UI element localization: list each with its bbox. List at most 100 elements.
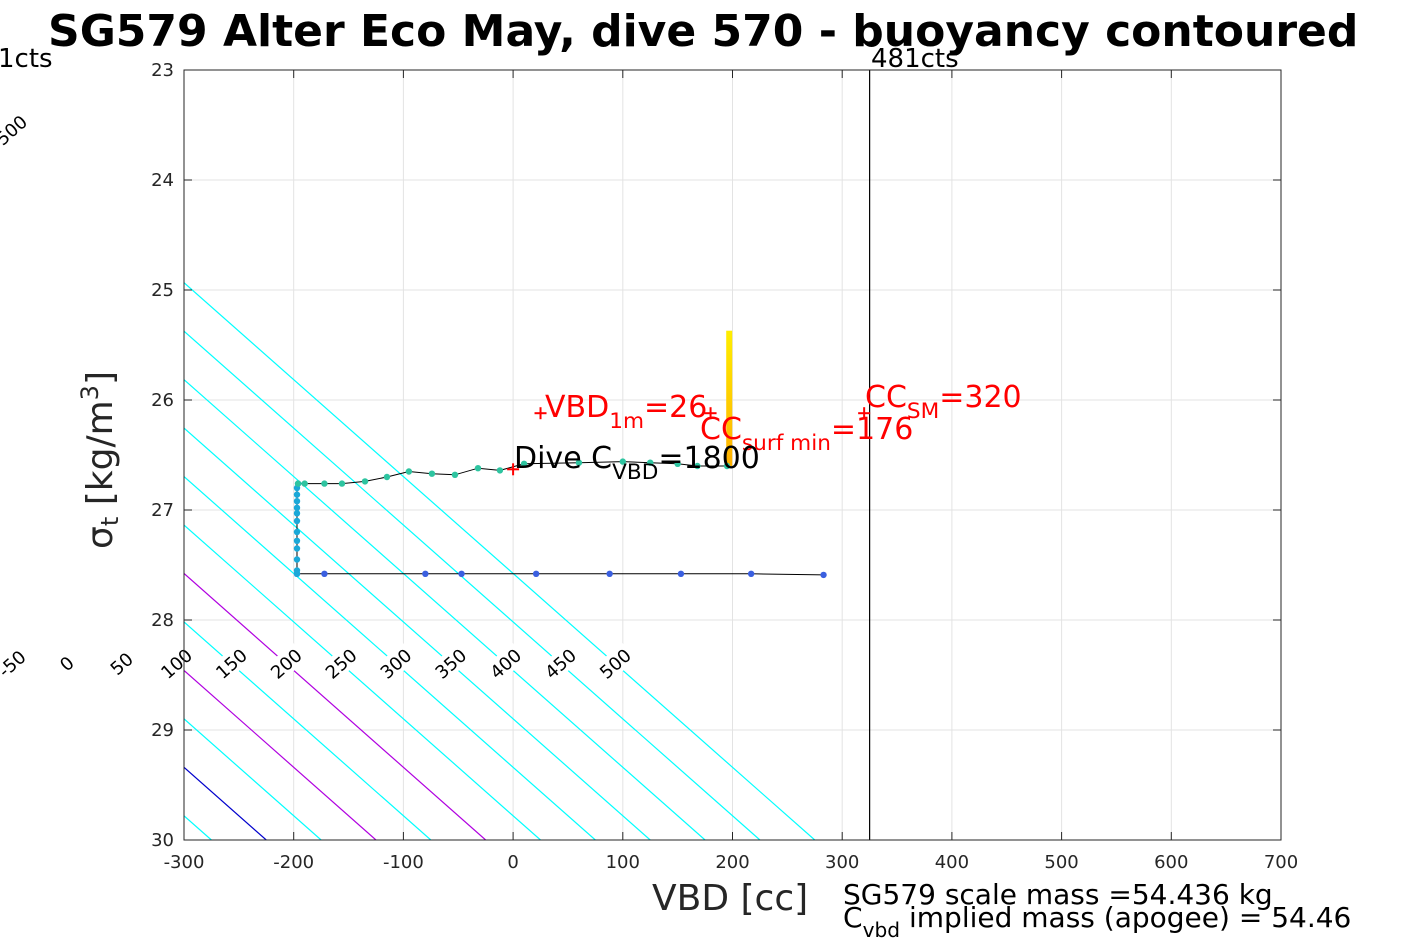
contour-line [184, 766, 267, 840]
climb-point [520, 460, 528, 467]
climb-point [451, 471, 459, 478]
contour-label: 150 [212, 645, 252, 683]
climb-point [361, 478, 369, 485]
y-axis-symbol-sub: t [96, 516, 124, 527]
x-axis-label: VBD [cc] [652, 878, 809, 919]
contour-label-group: 450 [538, 642, 582, 685]
climb-point [723, 462, 731, 470]
contour-label-group: 0 [44, 642, 88, 685]
dive-point [458, 570, 465, 577]
dive-point [422, 570, 429, 577]
contour-label-bg [0, 642, 34, 685]
contour-label-bg [44, 642, 88, 685]
contour-label: 500 [596, 645, 636, 683]
x-tick-label: 0 [507, 852, 518, 873]
annotation-cc-surf-min: CCsurf min=176 [700, 412, 913, 456]
x-tick-label: 300 [825, 852, 859, 873]
climb-point [575, 459, 583, 466]
x-tick-label: 200 [715, 852, 749, 873]
climb-point [694, 462, 701, 470]
axes: -300 -200 -100 0 100 200 300 400 500 600 700 23 24 25… [151, 60, 1298, 873]
bottom-point [293, 567, 301, 574]
contour-label-group: 100 [154, 642, 198, 685]
y-tick-label: 27 [151, 500, 174, 521]
y-axis-label: σt [kg/m3] [76, 371, 124, 549]
x-tick-label: 100 [606, 852, 640, 873]
contour-label-bg [0, 108, 33, 151]
contour-label: 500 [0, 112, 32, 150]
contour-line [184, 621, 432, 840]
footer-scale-mass: SG579 scale mass =54.436 kg [843, 878, 1273, 911]
contour-label-bg [319, 642, 363, 685]
bottom-point [293, 556, 301, 563]
climb-point [405, 468, 413, 475]
dive-point [532, 570, 540, 577]
contour-label-bg [593, 642, 637, 685]
climb-point [647, 459, 654, 466]
ccsurf-pre: CC [700, 412, 742, 447]
contour-label-bg [538, 642, 582, 685]
dive-track-line [296, 573, 824, 576]
y-tick-label: 26 [151, 390, 174, 411]
ccsm-post: =320 [939, 380, 1022, 415]
contour-line [184, 427, 651, 840]
surface-bar [726, 330, 733, 466]
contour-label: 350 [432, 645, 472, 683]
x-tick-label: 600 [1154, 852, 1188, 873]
footer-implied-mass: Cvbd implied mass (apogee) = 54.46 [843, 901, 1351, 942]
contour-label-group: 200 [264, 642, 308, 685]
dive-series [293, 330, 827, 579]
divecvbd-pre: Dive C [514, 441, 613, 476]
contour-label: 250 [322, 645, 362, 683]
annotation-vbd-1m: VBD1m=26 [545, 390, 707, 434]
contour-line [184, 475, 596, 840]
contour-label-group: 350 [428, 642, 472, 685]
contour-label-bg [483, 642, 527, 685]
buoyancy-contours [0, 70, 816, 840]
contour-label: 200 [267, 645, 307, 683]
bottom-point [293, 491, 301, 498]
contour-label: 100 [157, 645, 197, 683]
ccsm-pre: CC [865, 380, 907, 415]
bottom-point [293, 498, 301, 505]
dive-point [747, 570, 755, 577]
dive-point [606, 570, 613, 577]
contour-line [184, 330, 761, 840]
contour-label: 400 [486, 645, 526, 683]
contour-label-group: 150 [209, 642, 253, 685]
climb-point [474, 465, 482, 472]
climb-point [674, 460, 681, 467]
contour-label-group: 250 [319, 642, 363, 685]
climb-point [338, 480, 346, 487]
contour-label: 300 [377, 645, 417, 683]
vbd1m-pre: VBD [545, 390, 610, 425]
divecvbd-sub: VBD [612, 459, 659, 485]
footer-implied-pre: C [843, 901, 863, 934]
contour-line [184, 524, 541, 840]
x-tick-label: 400 [935, 852, 969, 873]
bottom-point [293, 545, 301, 552]
contour-label: 450 [541, 645, 581, 683]
bottom-point [293, 537, 301, 544]
contour-label-bg [209, 642, 253, 685]
bottom-point [293, 517, 301, 525]
x-tick-label: -100 [383, 852, 424, 873]
contour-label-group: 400 [483, 642, 527, 685]
y-axis-unit-post: ] [80, 371, 121, 386]
climb-point [428, 470, 436, 477]
y-tick-label: 24 [151, 170, 174, 191]
contour-line [0, 70, 47, 840]
divecvbd-post: =1800 [658, 441, 760, 476]
contour-line [184, 669, 377, 840]
contour-label-group: 500 [0, 108, 33, 151]
vbd1m-sub: 1m [609, 408, 644, 434]
y-axis-unit-pre: [kg/m [80, 400, 121, 506]
climb-point [619, 458, 626, 465]
vbd1m-post: =26 [644, 390, 708, 425]
annotation-cc-sm: CCSM=320 [865, 380, 1022, 424]
climb-point [294, 480, 302, 487]
x-tick-label: 700 [1264, 852, 1298, 873]
bottom-point [293, 504, 301, 511]
left-cts-label: 1cts [0, 44, 53, 74]
contour-label-group: -50 [0, 642, 34, 685]
